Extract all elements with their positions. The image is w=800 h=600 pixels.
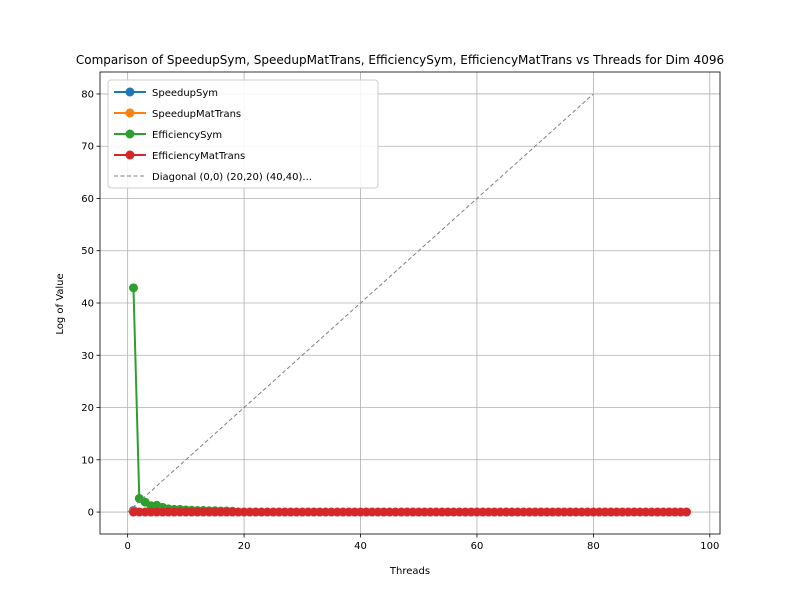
y-tick-label: 70 <box>81 142 94 153</box>
legend-label: EfficiencyMatTrans <box>152 151 245 162</box>
y-tick-label: 80 <box>81 89 94 100</box>
legend-box <box>107 79 379 189</box>
series-line <box>132 287 233 513</box>
legend-label: SpeedupSym <box>152 88 218 99</box>
y-tick-label: 50 <box>81 246 94 257</box>
legend-label: EfficiencySym <box>152 130 222 141</box>
y-tick-label: 0 <box>88 508 94 519</box>
data-point <box>682 507 692 517</box>
y-tick-label: 10 <box>81 455 94 466</box>
y-tick-label: 40 <box>81 299 94 310</box>
x-axis-label: Threads <box>389 566 430 577</box>
axes <box>96 71 721 538</box>
x-tick-label: 100 <box>700 541 719 552</box>
plot-frame <box>99 71 721 535</box>
data-point <box>128 283 138 293</box>
tick-labels: 0 20 40 60 80 100 0 10 20 30 40 50 60 70 80 <box>81 89 719 552</box>
grid-lines <box>100 72 720 534</box>
legend-marker <box>125 129 135 139</box>
x-tick-label: 0 <box>124 541 130 552</box>
x-tick-label: 20 <box>238 541 251 552</box>
legend-label: Diagonal (0,0) (20,20) (40,40)... <box>152 172 312 183</box>
y-tick-label: 60 <box>81 194 94 205</box>
legend-marker <box>125 87 135 97</box>
x-tick-label: 80 <box>587 541 600 552</box>
x-tick-label: 60 <box>471 541 484 552</box>
x-tick-label: 40 <box>354 541 367 552</box>
legend-marker <box>125 108 135 118</box>
chart-title: Comparison of SpeedupSym, SpeedupMatTran… <box>76 53 724 67</box>
diagonal-line <box>127 93 594 513</box>
series-3 <box>128 507 692 517</box>
y-tick-label: 20 <box>81 403 94 414</box>
legend-marker <box>125 150 135 160</box>
series-4 <box>127 93 594 513</box>
legend: SpeedupSym SpeedupMatTrans EfficiencySym Ef… <box>107 79 379 189</box>
y-axis-label: Log of Value <box>55 273 66 334</box>
y-tick-label: 30 <box>81 351 94 362</box>
series-layer <box>127 93 692 517</box>
legend-label: SpeedupMatTrans <box>152 109 241 120</box>
series-2 <box>128 283 237 516</box>
